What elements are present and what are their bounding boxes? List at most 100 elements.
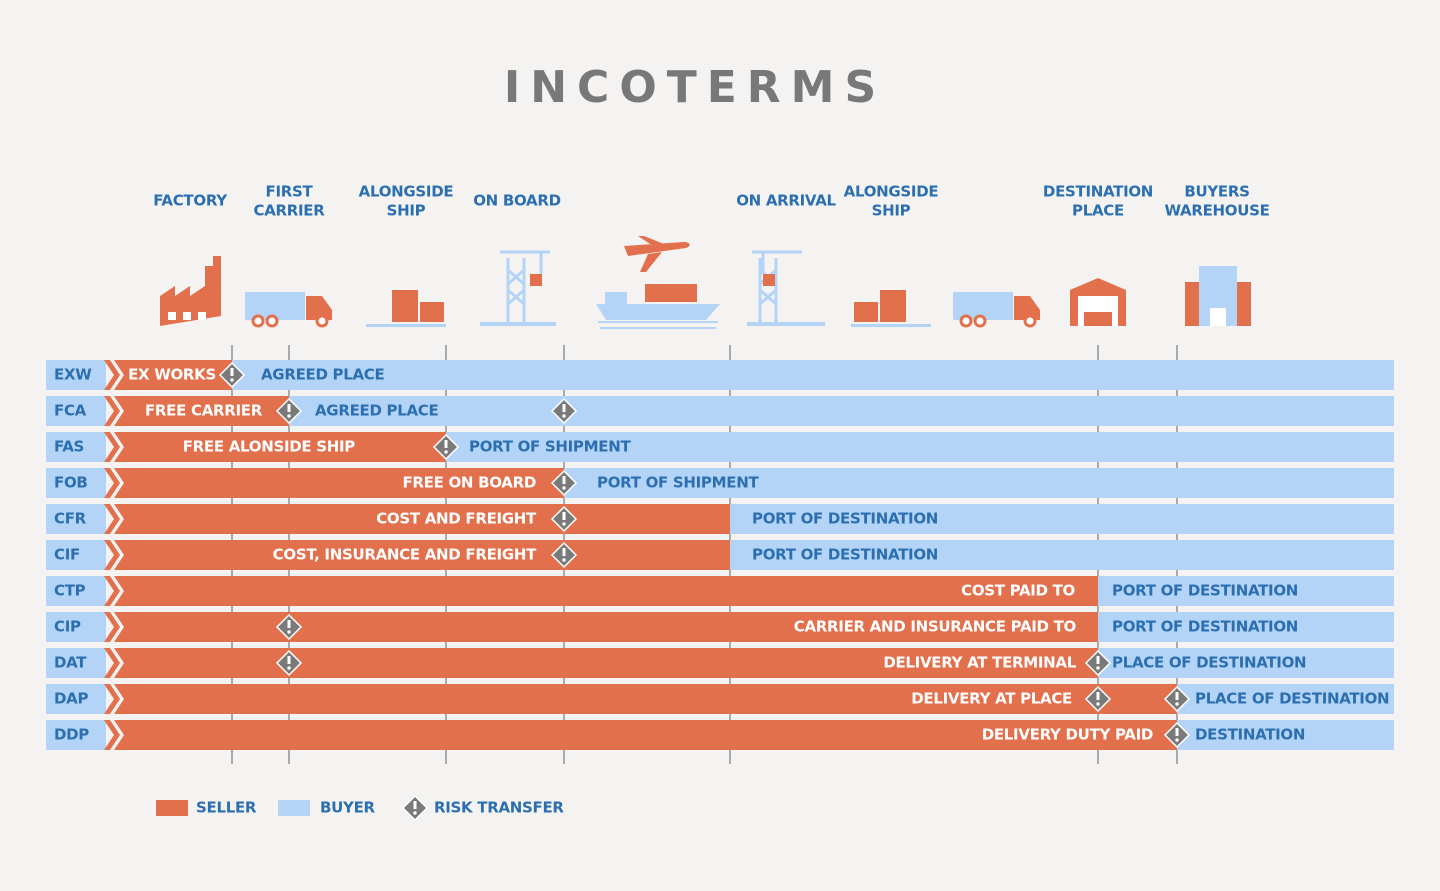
seller-bar <box>124 396 289 426</box>
seller-bar <box>124 720 1177 750</box>
stage-label: SHIP <box>387 202 426 220</box>
legend-swatch <box>156 800 188 816</box>
code: EXW <box>54 366 92 384</box>
chevron <box>104 540 124 570</box>
seller-bar <box>124 504 730 534</box>
risk-dot <box>1175 702 1179 706</box>
chevron <box>104 612 124 642</box>
risk-dot <box>413 811 417 815</box>
risk-mark <box>562 512 566 520</box>
seller-label: COST PAID TO <box>961 582 1075 600</box>
risk-dot <box>562 486 566 490</box>
risk-dot <box>562 414 566 418</box>
legend-swatch <box>278 800 310 816</box>
seller-label: FREE ALONSIDE SHIP <box>183 438 356 456</box>
chevron <box>104 360 124 390</box>
buyer-label: DESTINATION <box>1195 726 1305 744</box>
risk-mark <box>562 476 566 484</box>
code: DAP <box>54 690 88 708</box>
risk-mark <box>1096 656 1100 664</box>
chevron <box>104 432 124 462</box>
buyer-label: PORT OF DESTINATION <box>752 510 938 528</box>
legend-label: RISK TRANSFER <box>434 799 564 817</box>
risk-mark <box>413 801 417 809</box>
code-box <box>46 432 106 462</box>
buyer-label: PORT OF DESTINATION <box>1112 618 1298 636</box>
seller-label: DELIVERY AT PLACE <box>911 690 1072 708</box>
legend-label: SELLER <box>196 799 257 817</box>
risk-dot <box>1096 666 1100 670</box>
stage-label: ALONGSIDE <box>844 183 939 201</box>
buyer-label: PLACE OF DESTINATION <box>1195 690 1389 708</box>
stage-label: ON BOARD <box>473 192 561 210</box>
code-box <box>46 468 106 498</box>
code-box <box>46 504 106 534</box>
seller-label: COST AND FREIGHT <box>376 510 537 528</box>
risk-mark <box>230 368 234 376</box>
seller-label: FREE ON BOARD <box>402 474 536 492</box>
risk-dot <box>562 558 566 562</box>
buyer-label: PLACE OF DESTINATION <box>1112 654 1306 672</box>
code-box <box>46 540 106 570</box>
seller-bar <box>124 432 446 462</box>
stage-label: ON ARRIVAL <box>736 192 836 210</box>
stage-label: PLACE <box>1072 202 1124 220</box>
buyer-label: AGREED PLACE <box>315 402 439 420</box>
code: DAT <box>54 654 87 672</box>
code-box <box>46 576 106 606</box>
title: INCOTERMS <box>504 62 886 113</box>
risk-mark <box>287 656 291 664</box>
risk-mark <box>287 404 291 412</box>
seller-label: COST, INSURANCE AND FREIGHT <box>273 546 537 564</box>
buyer-label: PORT OF DESTINATION <box>1112 582 1298 600</box>
chevron <box>104 720 124 750</box>
code-box <box>46 684 106 714</box>
code: CIF <box>54 546 80 564</box>
seller-bar <box>124 360 232 390</box>
code-box <box>46 360 106 390</box>
risk-mark <box>287 620 291 628</box>
risk-mark <box>1175 728 1179 736</box>
code: CIP <box>54 618 81 636</box>
seller-label: FREE CARRIER <box>145 402 263 420</box>
risk-dot <box>287 666 291 670</box>
code: CTP <box>54 582 86 600</box>
risk-dot <box>1096 702 1100 706</box>
stage-label: BUYERS <box>1184 183 1249 201</box>
code: DDP <box>54 726 89 744</box>
risk-dot <box>287 630 291 634</box>
seller-bar <box>124 576 1098 606</box>
stage-label: SHIP <box>872 202 911 220</box>
code: FOB <box>54 474 88 492</box>
buyer-label: PORT OF SHIPMENT <box>469 438 631 456</box>
buyer-label: AGREED PLACE <box>261 366 385 384</box>
stage-label: DESTINATION <box>1043 183 1153 201</box>
seller-label: EX WORKS <box>128 366 216 384</box>
risk-dot <box>562 522 566 526</box>
chevron <box>104 684 124 714</box>
code-box <box>46 396 106 426</box>
stage-label: ALONGSIDE <box>359 183 454 201</box>
chevron <box>104 576 124 606</box>
seller-bar <box>124 468 564 498</box>
seller-bar <box>124 540 730 570</box>
buyer-label: PORT OF DESTINATION <box>752 546 938 564</box>
legend: SELLER BUYER RISK TRANSFER <box>156 794 565 822</box>
buyer-bar <box>124 360 1394 390</box>
risk-dot <box>287 414 291 418</box>
stage-label: FIRST <box>266 183 314 201</box>
chevron <box>104 468 124 498</box>
stage-label: WAREHOUSE <box>1164 202 1269 220</box>
chevron <box>104 396 124 426</box>
code-box <box>46 648 106 678</box>
code: FCA <box>54 402 87 420</box>
risk-dot <box>444 450 448 454</box>
risk-mark <box>562 548 566 556</box>
risk-mark <box>1096 692 1100 700</box>
seller-label: DELIVERY AT TERMINAL <box>883 654 1076 672</box>
chevron <box>104 648 124 678</box>
buyer-bar <box>124 396 1394 426</box>
risk-mark <box>562 404 566 412</box>
